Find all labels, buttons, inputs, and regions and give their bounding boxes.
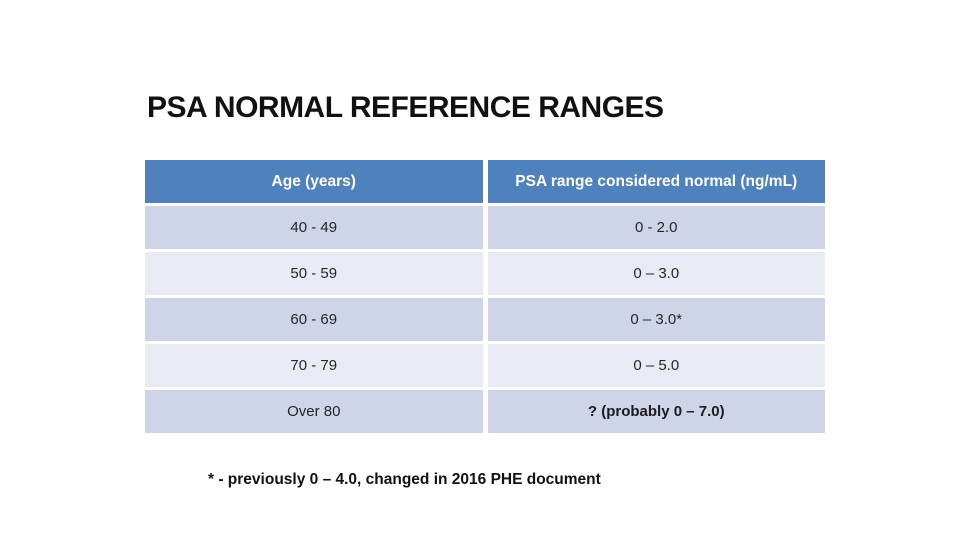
psa-cell: ? (probably 0 – 7.0): [487, 390, 825, 433]
age-cell: 70 - 79: [145, 344, 483, 387]
age-cell: 60 - 69: [145, 298, 483, 341]
footnote: * - previously 0 – 4.0, changed in 2016 …: [208, 471, 601, 488]
psa-reference-table: Age (years) PSA range considered normal …: [145, 160, 825, 433]
table-header-age: Age (years): [145, 160, 483, 203]
age-cell: 50 - 59: [145, 252, 483, 295]
age-cell: Over 80: [145, 390, 483, 433]
psa-cell: 0 – 3.0*: [487, 298, 825, 341]
psa-cell: 0 - 2.0: [487, 206, 825, 249]
page-title: PSA NORMAL REFERENCE RANGES: [147, 91, 664, 124]
table-header-psa-range: PSA range considered normal (ng/mL): [487, 160, 825, 203]
psa-cell: 0 – 5.0: [487, 344, 825, 387]
age-cell: 40 - 49: [145, 206, 483, 249]
psa-cell: 0 – 3.0: [487, 252, 825, 295]
